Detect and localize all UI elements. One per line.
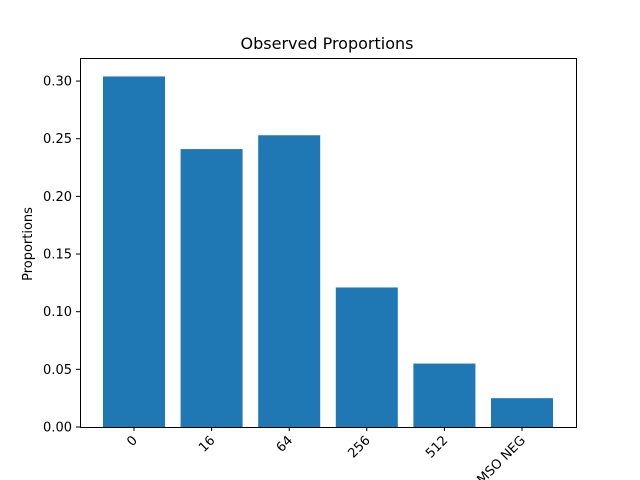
bar-0 xyxy=(103,76,165,427)
y-tick-label: 0.20 xyxy=(43,190,72,205)
bar-512 xyxy=(413,363,476,427)
bar-mso-neg xyxy=(491,398,553,427)
y-tick-label: 0.00 xyxy=(43,421,72,436)
bar-256 xyxy=(335,287,398,427)
y-axis-label: Proportions xyxy=(21,207,36,281)
bars-group xyxy=(103,76,553,427)
y-tick-label: 0.30 xyxy=(43,75,72,90)
plot-area-frame xyxy=(80,58,577,428)
y-tick-label: 0.10 xyxy=(43,305,72,320)
bar-64 xyxy=(258,135,321,427)
y-axis-ticks: 0.00 0.05 0.10 0.15 0.20 0.25 0.30 xyxy=(43,75,80,436)
bar-16 xyxy=(180,149,243,427)
y-tick-label: 0.25 xyxy=(43,132,72,147)
y-tick-label: 0.05 xyxy=(43,363,72,378)
y-tick-label: 0.15 xyxy=(43,248,72,263)
chart-title: Observed Proportions xyxy=(241,34,414,53)
